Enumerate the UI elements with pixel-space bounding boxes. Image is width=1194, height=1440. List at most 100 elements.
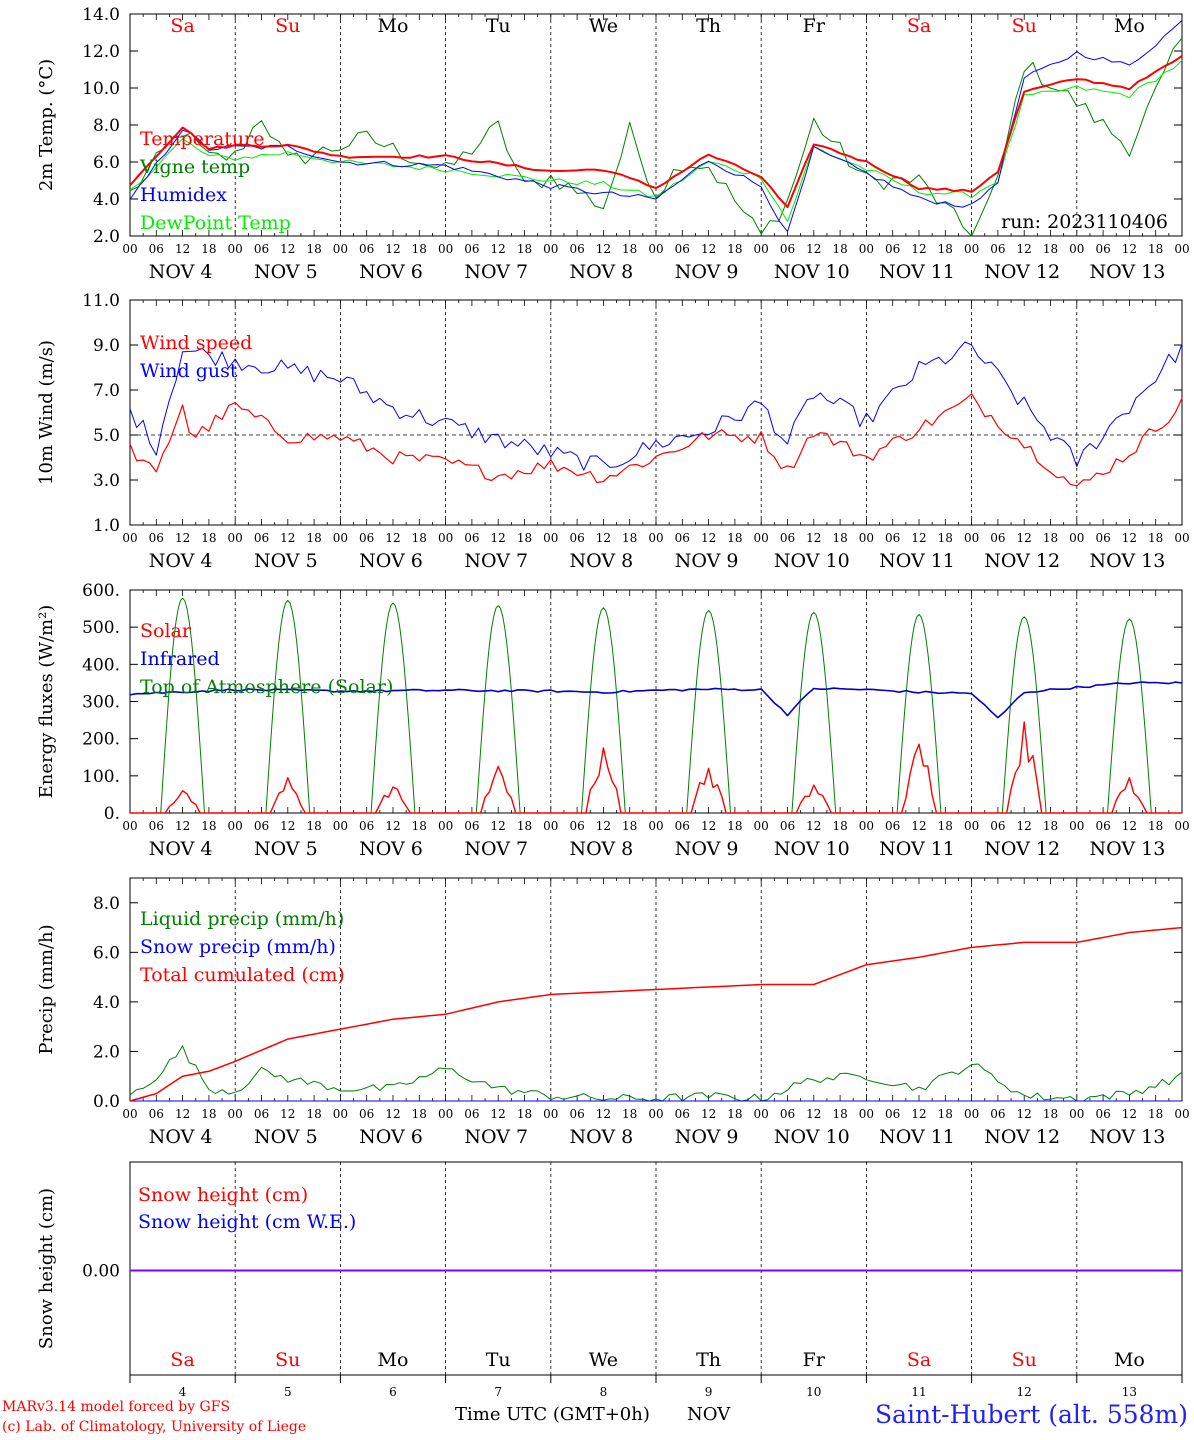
weekday-label: Sa <box>907 1349 931 1371</box>
hour-tick-label: 00 <box>1069 531 1084 545</box>
hour-tick-label: 12 <box>596 1107 611 1121</box>
hour-tick-label: 00 <box>1174 1107 1189 1121</box>
date-label: NOV 4 <box>149 550 213 572</box>
y-tick-label: 8.0 <box>93 116 120 136</box>
hour-tick-label: 12 <box>491 1107 506 1121</box>
hour-tick-label: 00 <box>964 242 979 256</box>
y-tick-label: 0.0 <box>93 1092 120 1112</box>
date-label: NOV 9 <box>675 550 739 572</box>
total-cumulated-line <box>129 926 1183 1102</box>
temp-series-line <box>129 55 1183 209</box>
date-label: NOV 12 <box>984 838 1060 860</box>
hour-tick-label: 12 <box>1122 531 1137 545</box>
weekday-label: Sa <box>170 15 194 37</box>
hour-tick-label: 00 <box>438 819 453 833</box>
hour-tick-label: 18 <box>938 242 953 256</box>
hour-tick-label: 12 <box>491 819 506 833</box>
legend-entry: Infrared <box>140 648 220 670</box>
hour-tick-label: 12 <box>385 1107 400 1121</box>
hour-tick-label: 18 <box>622 242 637 256</box>
hour-tick-label: 00 <box>438 531 453 545</box>
hour-tick-label: 18 <box>832 1107 847 1121</box>
x-axis-month: NOV <box>687 1404 731 1425</box>
temp-series-line <box>129 59 1183 222</box>
hour-tick-label: 00 <box>648 242 663 256</box>
infrared-line <box>129 681 1183 719</box>
hour-tick-label: 12 <box>701 531 716 545</box>
legend-entry: Humidex <box>140 184 227 206</box>
hour-tick-label: 00 <box>228 819 243 833</box>
hour-tick-label: 00 <box>543 531 558 545</box>
date-label: NOV 12 <box>984 261 1060 283</box>
hour-tick-label: 06 <box>885 819 900 833</box>
weekday-label: Su <box>1012 15 1037 37</box>
hour-tick-label: 12 <box>280 242 295 256</box>
hour-tick-label: 18 <box>727 242 742 256</box>
date-label: NOV 7 <box>464 261 528 283</box>
weekday-label: Sa <box>170 1349 194 1371</box>
day-number-label: 8 <box>600 1385 608 1399</box>
hour-tick-label: 00 <box>333 819 348 833</box>
lab-credit: (c) Lab. of Climatology, University of L… <box>2 1419 307 1435</box>
hour-tick-label: 06 <box>885 242 900 256</box>
y-tick-label: 300. <box>82 693 120 713</box>
hour-tick-label: 00 <box>543 819 558 833</box>
hour-tick-label: 00 <box>859 1107 874 1121</box>
date-label: NOV 7 <box>464 1126 528 1148</box>
y-tick-label: 0.00 <box>82 1262 120 1282</box>
hour-tick-label: 12 <box>701 242 716 256</box>
hour-tick-label: 18 <box>727 819 742 833</box>
hour-tick-label: 12 <box>596 531 611 545</box>
hour-tick-label: 12 <box>385 242 400 256</box>
hour-tick-label: 00 <box>754 531 769 545</box>
hour-tick-label: 00 <box>333 242 348 256</box>
legend-entry: Snow height (cm) <box>138 1184 308 1206</box>
hour-tick-label: 12 <box>806 242 821 256</box>
hour-tick-label: 00 <box>1174 531 1189 545</box>
day-number-label: 12 <box>1017 1385 1032 1399</box>
hour-tick-label: 00 <box>859 242 874 256</box>
hour-tick-label: 06 <box>1095 531 1110 545</box>
weekday-label: Th <box>696 1349 721 1371</box>
hour-tick-label: 06 <box>780 819 795 833</box>
legend-entry: Vigne temp <box>139 156 250 178</box>
hour-tick-label: 06 <box>149 819 164 833</box>
hour-tick-label: 06 <box>149 242 164 256</box>
legend-entry: Total cumulated (cm) <box>140 964 345 986</box>
hour-tick-label: 12 <box>175 531 190 545</box>
hour-tick-label: 00 <box>964 1107 979 1121</box>
day-number-label: 6 <box>389 1385 397 1399</box>
hour-tick-label: 18 <box>1043 531 1058 545</box>
weekday-label: Th <box>696 15 721 37</box>
date-label: NOV 10 <box>774 838 850 860</box>
y-tick-label: 200. <box>82 730 120 750</box>
weekday-label: Mo <box>378 1349 409 1371</box>
hour-tick-label: 12 <box>806 531 821 545</box>
y-axis-label: 2m Temp. (°C) <box>36 59 57 191</box>
hour-tick-label: 12 <box>911 242 926 256</box>
date-label: NOV 13 <box>1089 550 1165 572</box>
hour-tick-label: 12 <box>1017 1107 1032 1121</box>
hour-tick-label: 12 <box>280 531 295 545</box>
date-label: NOV 11 <box>879 550 955 572</box>
hour-tick-label: 06 <box>149 531 164 545</box>
y-tick-label: 0. <box>104 804 120 824</box>
date-label: NOV 6 <box>359 550 423 572</box>
hour-tick-label: 06 <box>464 819 479 833</box>
weekday-label: Su <box>275 15 300 37</box>
hour-tick-label: 06 <box>359 531 374 545</box>
y-tick-label: 8.0 <box>93 894 120 914</box>
date-label: NOV 5 <box>254 261 318 283</box>
hour-tick-label: 12 <box>1017 531 1032 545</box>
hour-tick-label: 06 <box>675 819 690 833</box>
hour-tick-label: 06 <box>675 242 690 256</box>
hour-tick-label: 06 <box>1095 1107 1110 1121</box>
legend-entry: Top of Atmosphere (Solar) <box>140 676 393 698</box>
hour-tick-label: 06 <box>780 1107 795 1121</box>
weekday-label: Mo <box>1114 15 1145 37</box>
hour-tick-label: 06 <box>569 531 584 545</box>
y-tick-label: 4.0 <box>93 190 120 210</box>
date-label: NOV 5 <box>254 550 318 572</box>
hour-tick-label: 12 <box>280 819 295 833</box>
